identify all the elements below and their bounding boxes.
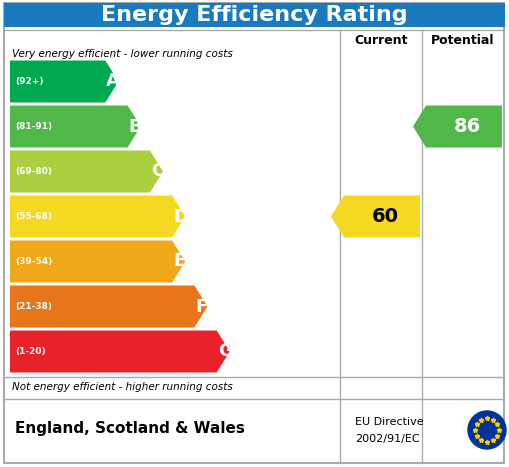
Bar — [4, 3, 505, 27]
Polygon shape — [10, 331, 230, 373]
Polygon shape — [10, 285, 208, 327]
Text: G: G — [218, 342, 233, 361]
Text: E: E — [173, 253, 185, 270]
Polygon shape — [10, 61, 119, 102]
Text: Energy Efficiency Rating: Energy Efficiency Rating — [101, 5, 407, 25]
Text: 86: 86 — [454, 117, 480, 136]
Text: (69-80): (69-80) — [15, 167, 52, 176]
Polygon shape — [413, 106, 502, 148]
Circle shape — [468, 411, 506, 449]
Polygon shape — [10, 150, 163, 192]
Polygon shape — [10, 106, 140, 148]
Polygon shape — [331, 196, 420, 238]
Text: Very energy efficient - lower running costs: Very energy efficient - lower running co… — [12, 49, 233, 59]
Text: EU Directive: EU Directive — [355, 417, 423, 427]
Text: B: B — [129, 118, 143, 135]
Text: (92+): (92+) — [15, 77, 43, 86]
Text: Not energy efficient - higher running costs: Not energy efficient - higher running co… — [12, 382, 233, 392]
Text: (55-68): (55-68) — [15, 212, 52, 221]
Text: (81-91): (81-91) — [15, 122, 52, 131]
Text: 60: 60 — [372, 207, 399, 226]
Text: F: F — [195, 297, 208, 316]
Text: 2002/91/EC: 2002/91/EC — [355, 434, 419, 444]
Text: (1-20): (1-20) — [15, 347, 46, 356]
Text: (21-38): (21-38) — [15, 302, 52, 311]
Polygon shape — [10, 196, 185, 238]
Text: Potential: Potential — [431, 34, 495, 47]
Text: D: D — [173, 207, 188, 226]
Text: (39-54): (39-54) — [15, 257, 52, 266]
Text: England, Scotland & Wales: England, Scotland & Wales — [15, 422, 245, 437]
Text: Current: Current — [354, 34, 408, 47]
Text: A: A — [106, 72, 120, 91]
Polygon shape — [10, 241, 185, 283]
Text: C: C — [151, 163, 164, 181]
